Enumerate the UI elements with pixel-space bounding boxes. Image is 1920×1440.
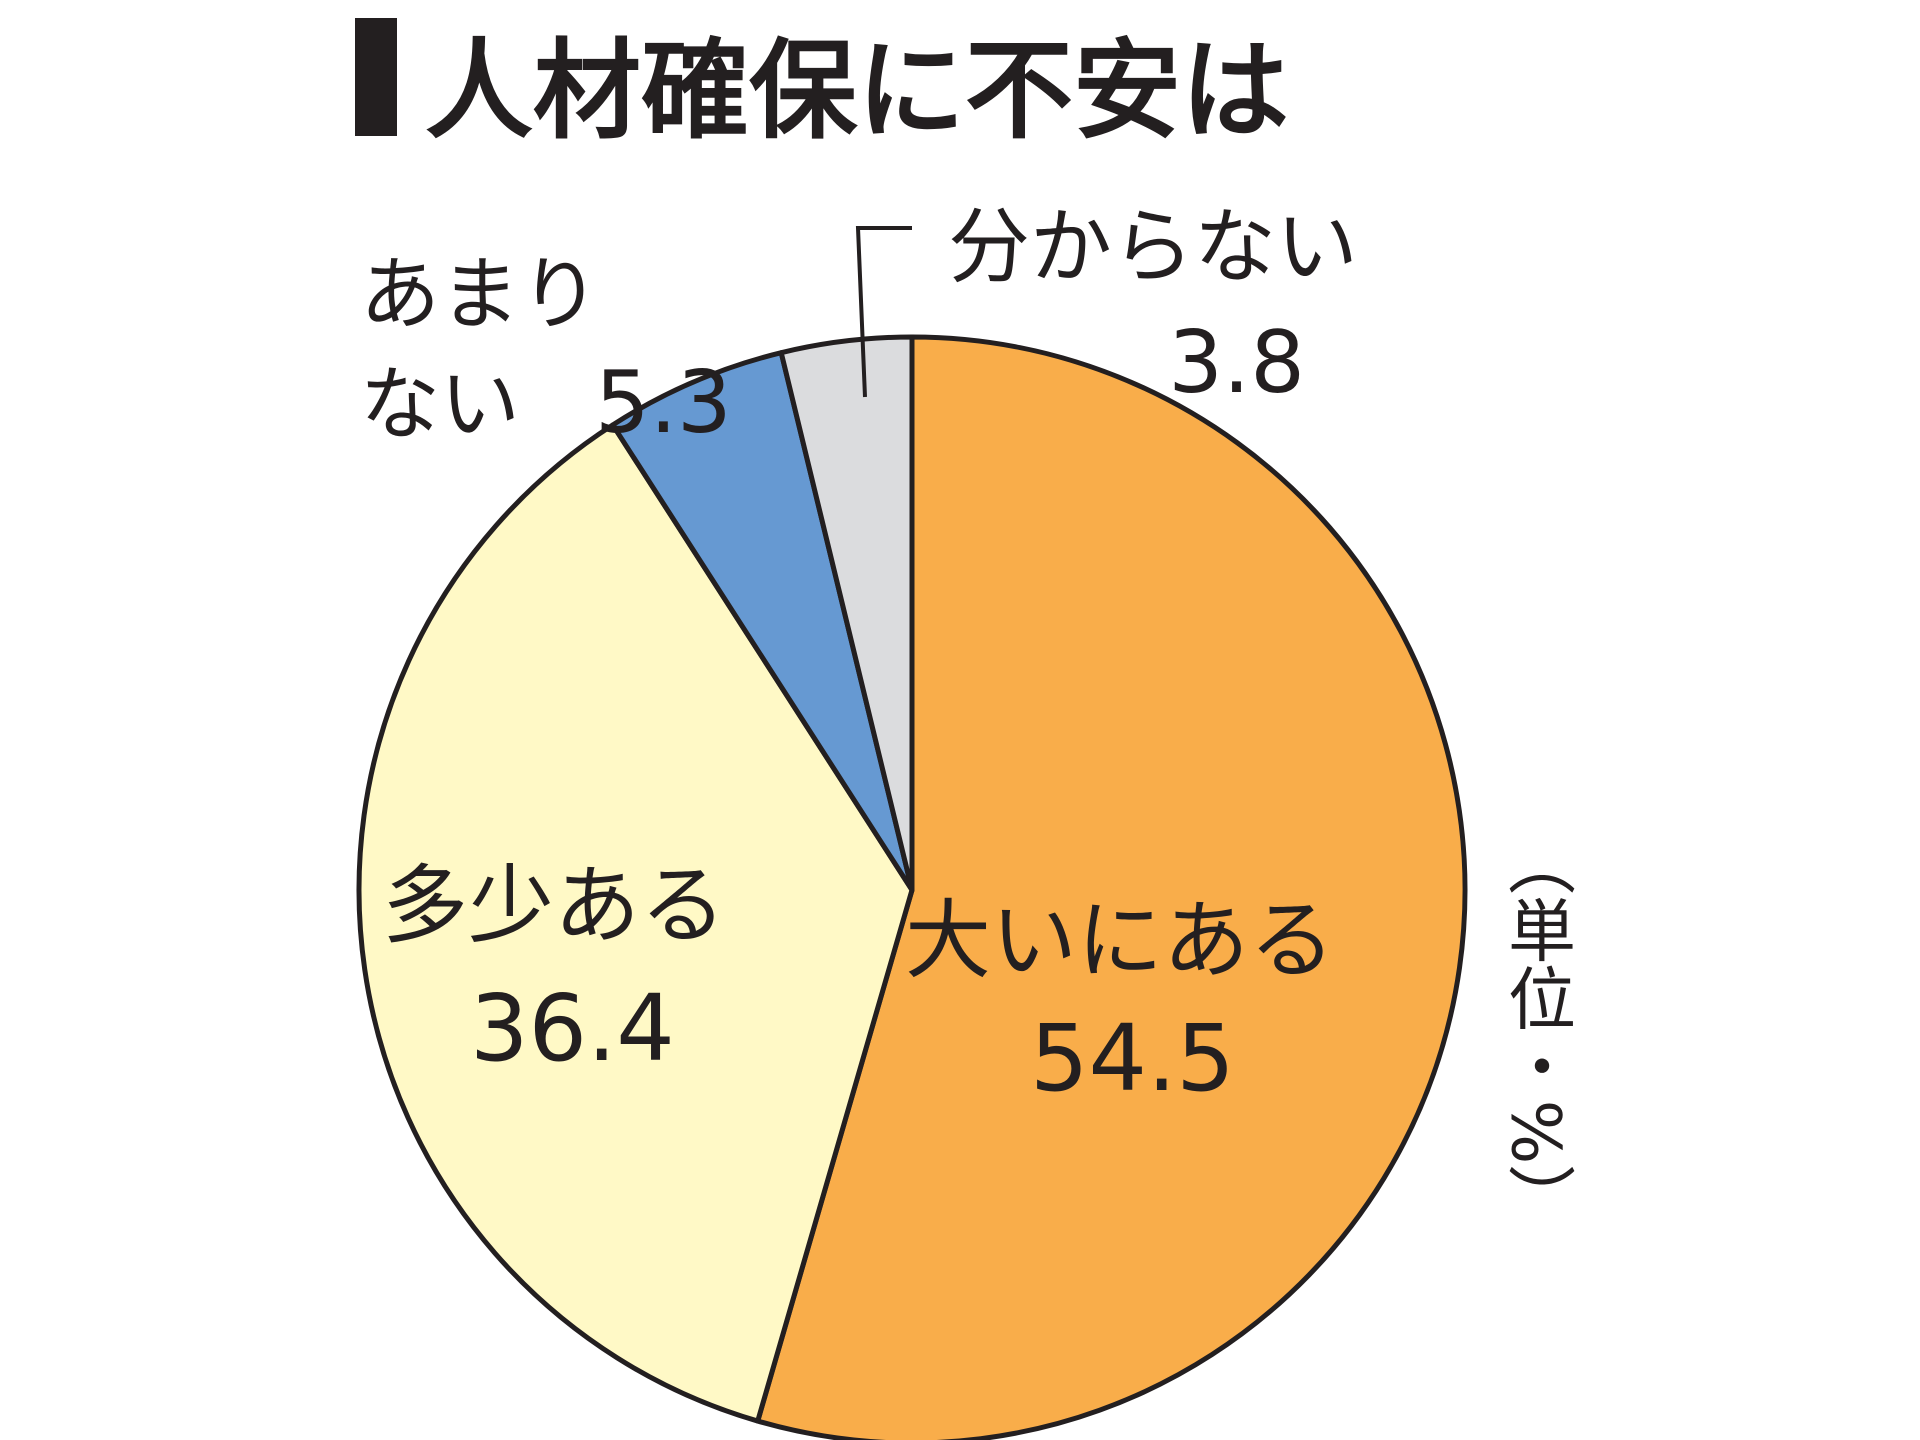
slice-label-tashou-aru: 多少ある (382, 856, 726, 956)
unit-note: （単位・%） (1496, 828, 1575, 1233)
pie-slice-daini-aru (755, 334, 1468, 1440)
pie-slice-amari-nai (610, 350, 915, 893)
slice-value-tashou-aru: 36.4 (470, 975, 675, 1082)
pie-slice-wakaranai (778, 334, 915, 893)
slice-value-wakaranai: 3.8 (1168, 313, 1305, 413)
slice-label-amari-line2: ない (360, 358, 520, 451)
slice-label-amari-line1: あまり (360, 248, 600, 341)
slice-label-wakaranai: 分からない (948, 200, 1358, 295)
leader-line-wakaranai (855, 226, 912, 398)
slice-value-daini-aru: 54.5 (1030, 1005, 1235, 1112)
slice-value-amari-nai: 5.3 (595, 353, 732, 453)
slice-label-daini-aru: 大いにある (905, 891, 1335, 991)
chart-title: 人材確保に不安は (425, 29, 1289, 154)
title-marker (355, 18, 397, 136)
pie-slice-tashou-aru (356, 422, 915, 1424)
